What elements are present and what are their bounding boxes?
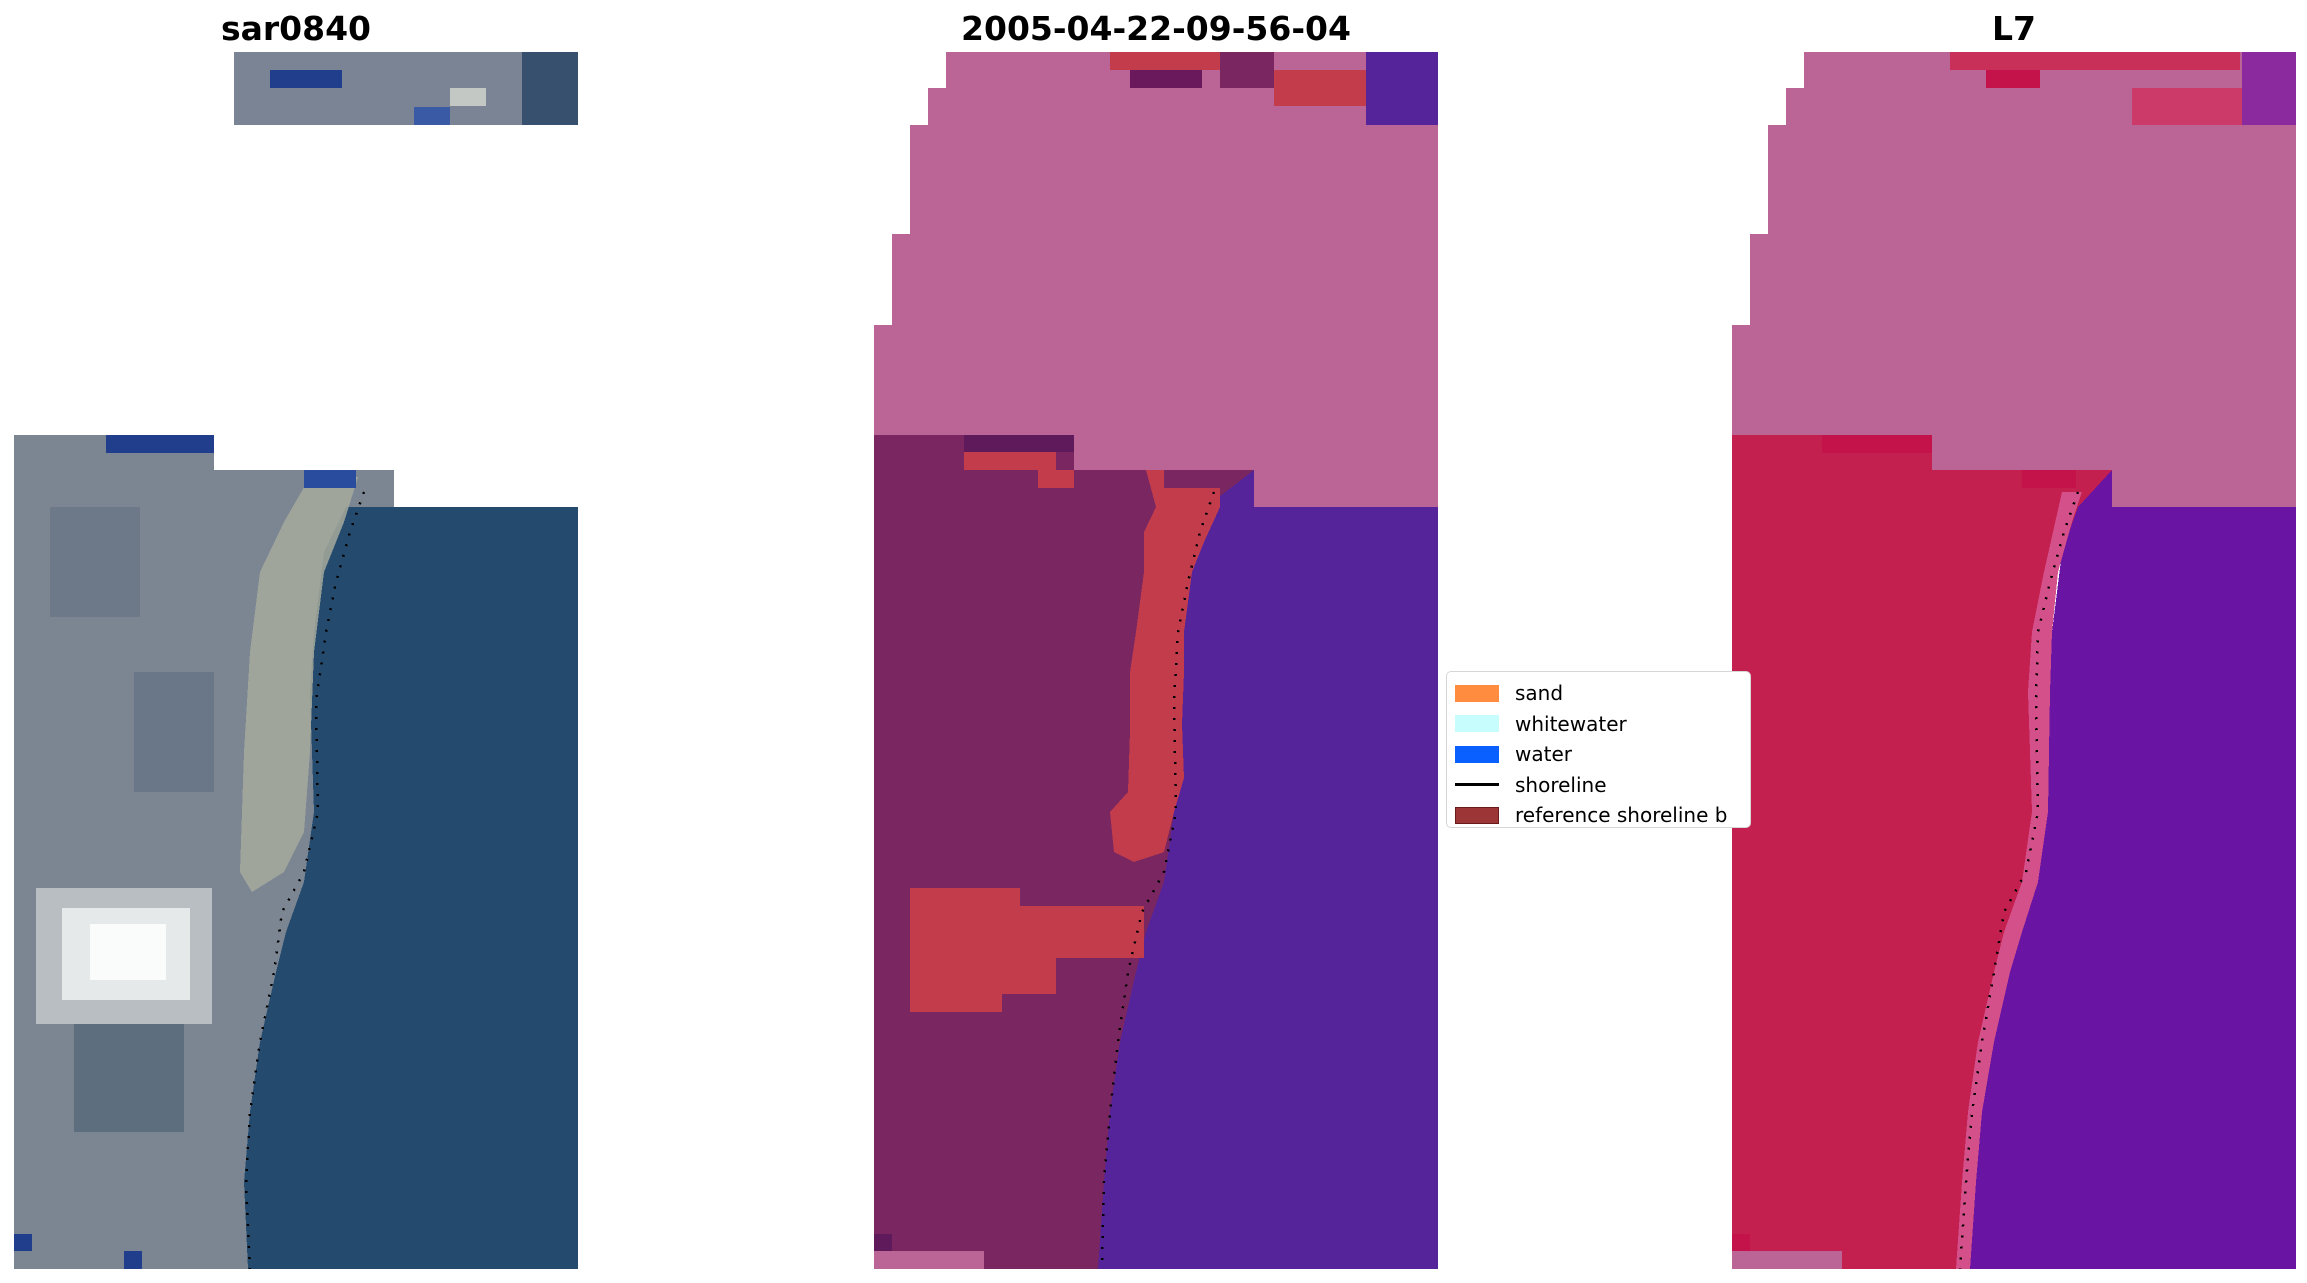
legend-item-reference-shoreline: reference shoreline b xyxy=(1455,800,1750,828)
legend-label-reference-shoreline: reference shoreline b xyxy=(1515,803,1728,828)
rgb-land-shade-3 xyxy=(74,1012,184,1132)
rgb-blue-bit-1 xyxy=(106,435,214,453)
classified-top-sand-2 xyxy=(1274,70,1366,106)
legend: sand whitewater water shoreline referenc… xyxy=(1446,671,1751,828)
classified-sand-bit-1 xyxy=(964,452,1056,470)
classified-image-panel xyxy=(874,52,1438,1269)
index-top-red-2 xyxy=(1986,70,2040,88)
classified-bottom-top xyxy=(874,1251,984,1269)
index-image-panel xyxy=(1732,52,2296,1269)
index-top-region xyxy=(1732,52,2296,507)
rgb-top-strip-bright xyxy=(450,88,486,106)
index-image xyxy=(1732,52,2296,1269)
classified-sand-blob xyxy=(910,888,1144,1012)
classified-sand-bit-2 xyxy=(1038,470,1074,488)
index-red-bit-1 xyxy=(1822,435,1932,453)
index-bottom-red xyxy=(1732,1234,1750,1251)
legend-label-whitewater: whitewater xyxy=(1515,711,1627,736)
legend-label-shoreline: shoreline xyxy=(1515,772,1607,797)
legend-item-shoreline: shoreline xyxy=(1455,770,1750,801)
panel-title-index: L7 xyxy=(1992,9,2036,48)
index-shoreline xyxy=(1958,491,2080,1269)
panel-title-classified: 2005-04-22-09-56-04 xyxy=(961,9,1351,48)
classified-top-region xyxy=(874,52,1438,507)
rgb-blue-bit-3 xyxy=(14,1234,32,1251)
legend-swatch-reference-shoreline xyxy=(1455,806,1499,824)
rgb-top-strip xyxy=(234,52,578,125)
legend-swatch-shoreline xyxy=(1455,783,1499,787)
rgb-land-shade-2 xyxy=(134,672,214,792)
classified-bottom-dark xyxy=(874,1234,892,1251)
classified-dark-bit xyxy=(964,435,1074,452)
legend-item-whitewater: whitewater xyxy=(1455,709,1750,740)
rgb-top-strip-blue xyxy=(270,70,342,88)
panel-title-rgb: sar0840 xyxy=(220,9,372,48)
classified-image xyxy=(874,52,1438,1269)
rgb-water xyxy=(244,507,578,1269)
index-water xyxy=(1970,470,2296,1269)
rgb-blue-bit-2 xyxy=(304,470,356,488)
rgb-top-strip-blue-2 xyxy=(414,107,450,125)
index-top-red-3 xyxy=(2132,88,2242,125)
rgb-sand-strip xyxy=(240,477,358,892)
legend-swatch-whitewater xyxy=(1455,715,1499,733)
classified-shoreline xyxy=(1100,491,1216,1269)
index-top-red xyxy=(1950,52,2240,70)
index-top-purple xyxy=(2242,52,2296,125)
rgb-blue-bit-4 xyxy=(124,1251,142,1269)
classified-top-dark-1 xyxy=(1130,70,1202,88)
classified-top-sand-1 xyxy=(1110,52,1220,70)
index-land xyxy=(1732,435,2112,1269)
classified-top-dark-2 xyxy=(1220,52,1274,88)
classified-sand-strip xyxy=(1110,470,1220,862)
index-bottom-pink xyxy=(1732,1251,1842,1269)
classified-top-right-water xyxy=(1366,52,1438,125)
legend-label-water: water xyxy=(1515,742,1572,767)
rgb-land-shade-1 xyxy=(50,507,140,617)
rgb-image xyxy=(14,52,578,1269)
legend-swatch-sand xyxy=(1455,684,1499,702)
index-red-bit-2 xyxy=(2022,470,2076,488)
rgb-top-strip-dark xyxy=(522,52,578,125)
legend-item-sand: sand xyxy=(1455,678,1750,709)
legend-swatch-water xyxy=(1455,745,1499,763)
legend-item-water: water xyxy=(1455,739,1750,770)
rgb-cloud-core xyxy=(90,924,166,980)
index-beach-strip xyxy=(1956,492,2082,1269)
rgb-image-panel xyxy=(14,52,578,1269)
legend-label-sand: sand xyxy=(1515,681,1564,706)
